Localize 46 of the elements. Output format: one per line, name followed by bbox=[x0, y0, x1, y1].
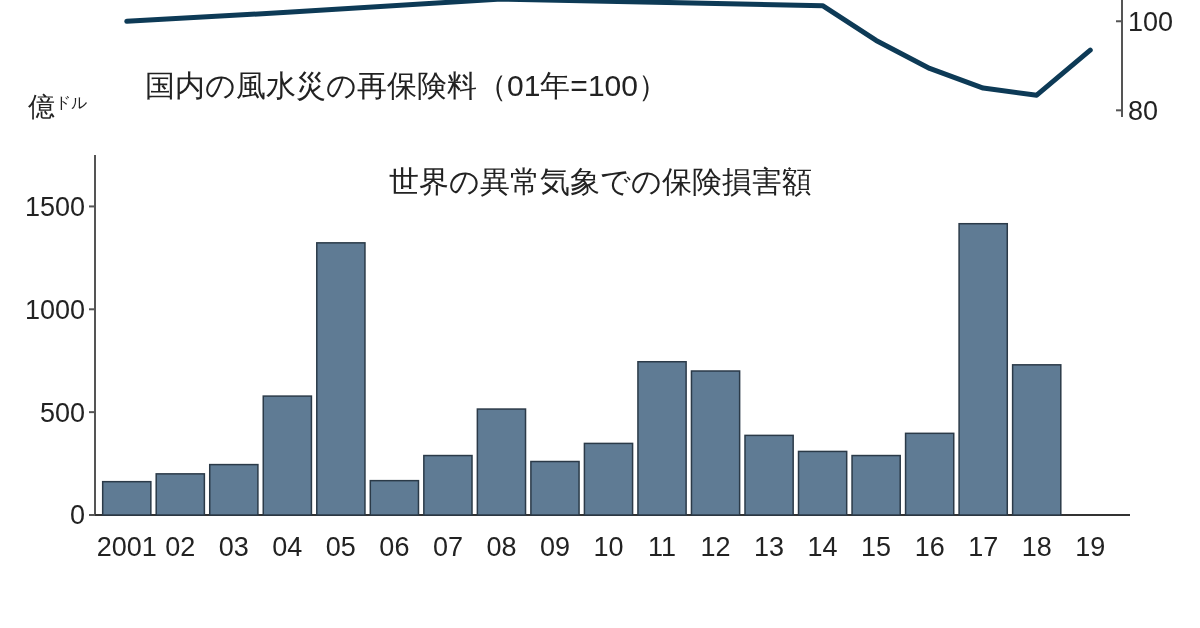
x-tick-label: 15 bbox=[861, 532, 892, 562]
x-tick-label: 02 bbox=[165, 532, 196, 562]
x-tick-label: 10 bbox=[593, 532, 624, 562]
bar bbox=[690, 370, 741, 516]
y-tick-label: 1000 bbox=[24, 294, 85, 325]
y-tick-label: 500 bbox=[39, 397, 85, 428]
x-tick-label: 07 bbox=[432, 532, 463, 562]
bar bbox=[101, 480, 152, 516]
y-tick-label: 1500 bbox=[24, 191, 85, 222]
bar bbox=[208, 463, 259, 516]
series-label: 世界の異常気象での保険損害額 bbox=[388, 165, 812, 198]
bar bbox=[530, 460, 580, 516]
bar bbox=[797, 450, 848, 516]
y-tick-label: 80 bbox=[1128, 95, 1159, 126]
x-tick-label: 19 bbox=[1075, 532, 1106, 562]
bar bbox=[423, 454, 473, 516]
x-tick-label: 11 bbox=[648, 532, 677, 562]
bar bbox=[637, 360, 687, 516]
bar bbox=[851, 454, 901, 516]
x-tick-label: 2001 bbox=[96, 532, 157, 562]
bar bbox=[583, 442, 634, 516]
x-tick-label: 12 bbox=[700, 532, 731, 562]
series-label: 国内の風水災の再保険料（01年=100） bbox=[145, 69, 668, 102]
bar bbox=[904, 432, 955, 516]
bar bbox=[369, 479, 420, 516]
y-tick-label: 100 bbox=[1128, 6, 1174, 37]
x-tick-label: 05 bbox=[325, 532, 356, 562]
x-tick-label: 16 bbox=[914, 532, 945, 562]
x-tick-label: 09 bbox=[539, 532, 570, 562]
bar bbox=[316, 242, 366, 516]
bar bbox=[958, 222, 1009, 516]
y-tick-label: 0 bbox=[69, 500, 85, 531]
x-tick-label: 08 bbox=[486, 532, 517, 562]
bar bbox=[155, 473, 206, 516]
x-tick-label: 13 bbox=[754, 532, 785, 562]
x-tick-label: 18 bbox=[1021, 532, 1052, 562]
x-tick-label: 03 bbox=[218, 532, 249, 562]
bar bbox=[476, 408, 527, 516]
x-tick-label: 06 bbox=[379, 532, 410, 562]
x-tick-label: 17 bbox=[968, 532, 999, 562]
bar bbox=[262, 395, 313, 516]
x-tick-label: 14 bbox=[807, 532, 838, 562]
x-tick-label: 04 bbox=[272, 532, 303, 562]
bar bbox=[744, 434, 794, 516]
y-axis-title: 億$^{ドル}$ bbox=[28, 92, 87, 122]
bar bbox=[1011, 364, 1062, 516]
